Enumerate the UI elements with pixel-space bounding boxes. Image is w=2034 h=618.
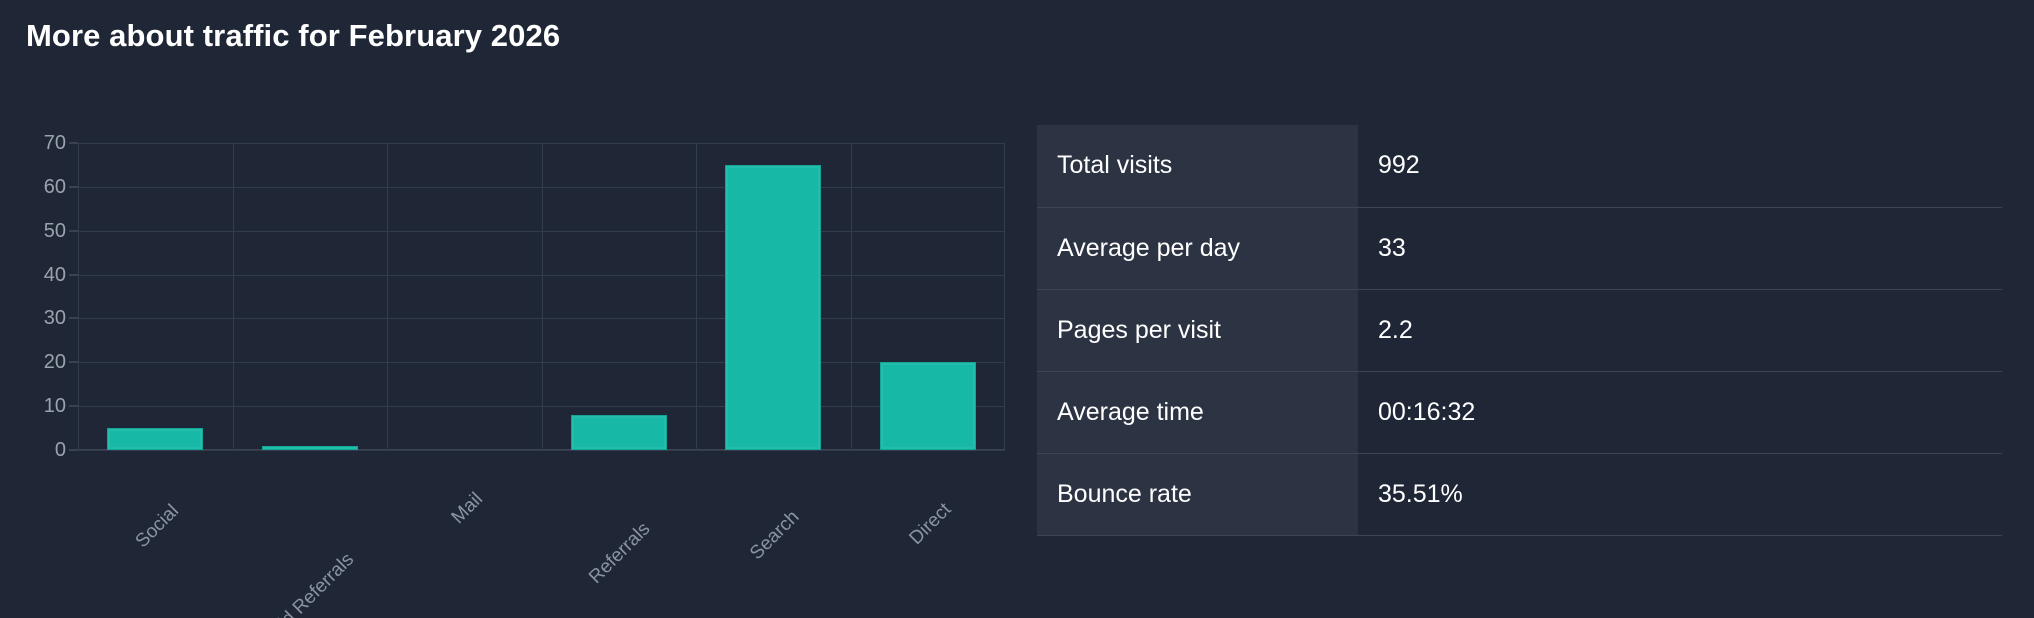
- y-tick-mark: [69, 274, 78, 276]
- traffic-sources-bar-chart: 0 10 20 30 40 50 60 70 Social Paid Referrals Mail…: [0, 110, 1020, 618]
- y-tick-label: 0: [54, 439, 66, 461]
- stat-value: 33: [1358, 207, 2002, 290]
- y-tick-mark: [69, 142, 78, 144]
- stat-value: 992: [1358, 125, 2002, 208]
- x-tick-label: Search: [746, 506, 804, 564]
- y-tick-mark: [69, 361, 78, 363]
- traffic-stats-table: Total visits 992 Average per day 33 Pages pe…: [1037, 125, 2002, 536]
- y-tick-label: 20: [43, 351, 66, 374]
- stat-label: Average time: [1037, 371, 1358, 454]
- x-tick-label: Direct: [905, 499, 956, 550]
- stat-value: 00:16:32: [1358, 371, 2002, 454]
- y-tick-label: 10: [43, 395, 66, 418]
- gridline-vertical: [387, 143, 388, 450]
- y-tick-mark: [69, 317, 78, 319]
- y-tick-label: 70: [43, 132, 66, 154]
- table-row: Total visits 992: [1037, 125, 2002, 208]
- gridline-vertical: [78, 143, 79, 450]
- stat-value: 35.51%: [1358, 453, 2002, 536]
- y-tick-label: 50: [43, 219, 66, 242]
- table-row: Average time 00:16:32: [1037, 371, 2002, 454]
- x-tick-label: Referrals: [584, 518, 655, 588]
- gridline-vertical: [850, 143, 852, 450]
- y-tick-mark: [69, 405, 78, 407]
- y-tick-mark: [69, 449, 78, 451]
- gridline-vertical: [1004, 143, 1005, 450]
- table-row: Bounce rate 35.51%: [1037, 453, 2002, 536]
- stat-value: 2.2: [1358, 289, 2002, 372]
- gridline-horizontal: [78, 450, 1005, 451]
- bar[interactable]: [725, 164, 822, 450]
- table-row: Pages per visit 2.2: [1037, 289, 2002, 372]
- gridline-vertical: [696, 143, 697, 450]
- stat-label: Average per day: [1037, 207, 1358, 290]
- x-axis-category-labels: Social Paid Referrals Mail Referrals Search D…: [78, 458, 1005, 618]
- bar[interactable]: [261, 445, 358, 450]
- bar[interactable]: [107, 428, 204, 450]
- stat-label: Pages per visit: [1037, 289, 1358, 372]
- bar[interactable]: [570, 414, 667, 450]
- y-tick-mark: [69, 186, 78, 188]
- x-tick-label: Social: [131, 500, 184, 553]
- chart-plot-area: [78, 143, 1005, 451]
- gridline-vertical: [541, 143, 543, 450]
- y-tick-label: 30: [43, 307, 66, 330]
- stat-label: Total visits: [1037, 125, 1358, 208]
- y-tick-mark: [69, 230, 78, 232]
- x-tick-label: Mail: [447, 488, 488, 529]
- bars-layer: [78, 143, 1005, 450]
- y-tick-label: 40: [43, 263, 66, 286]
- y-tick-label: 60: [43, 175, 66, 198]
- bar[interactable]: [879, 362, 976, 450]
- y-axis: 0 10 20 30 40 50 60 70: [0, 110, 78, 460]
- x-tick-label: Paid Referrals: [257, 549, 358, 618]
- page-title: More about traffic for February 2026: [26, 18, 561, 53]
- table-row: Average per day 33: [1037, 207, 2002, 290]
- stat-label: Bounce rate: [1037, 453, 1358, 536]
- gridline-vertical: [232, 143, 234, 450]
